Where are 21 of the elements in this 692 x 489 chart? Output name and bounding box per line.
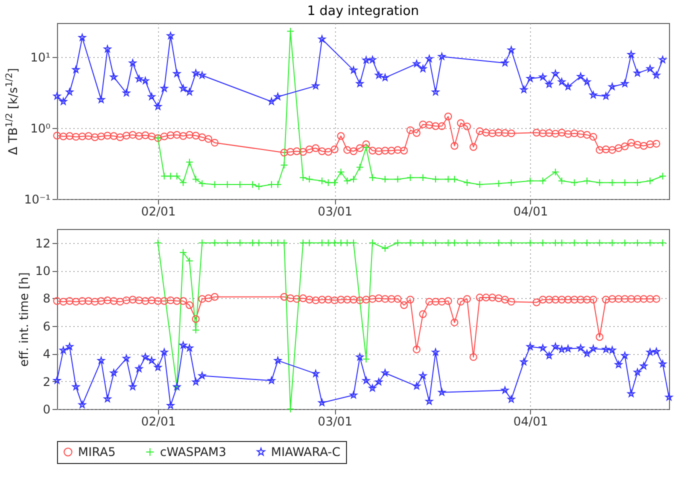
y-tick-label: 2 — [42, 374, 50, 389]
legend-label: MIRA5 — [78, 445, 116, 459]
y-tick-label: 10⁰ — [30, 121, 51, 136]
y-tick-label: 12 — [35, 236, 50, 250]
y-tick-label: 8 — [42, 292, 50, 306]
x-tick-label: 03/01 — [318, 414, 352, 428]
x-tick-label: 04/01 — [513, 204, 548, 218]
x-tick-label: 03/01 — [318, 204, 352, 218]
x-tick-label: 04/01 — [513, 414, 548, 428]
y-tick-label: 10⁻¹ — [24, 192, 51, 206]
x-tick-label: 02/01 — [141, 204, 176, 218]
y-axis-title: eff. int. time [h] — [17, 272, 32, 367]
x-tick-label: 02/01 — [141, 414, 176, 428]
chart-title: 1 day integration — [307, 4, 419, 20]
y-tick-label: 10 — [35, 264, 50, 278]
legend-label: MIAWARA-C — [271, 445, 340, 459]
y-tick-label: 10¹ — [30, 50, 51, 64]
y-tick-label: 0 — [42, 402, 50, 416]
legend-label: cWASPAM3 — [160, 445, 226, 459]
y-tick-label: 4 — [42, 347, 50, 362]
y-tick-label: 6 — [42, 319, 50, 334]
